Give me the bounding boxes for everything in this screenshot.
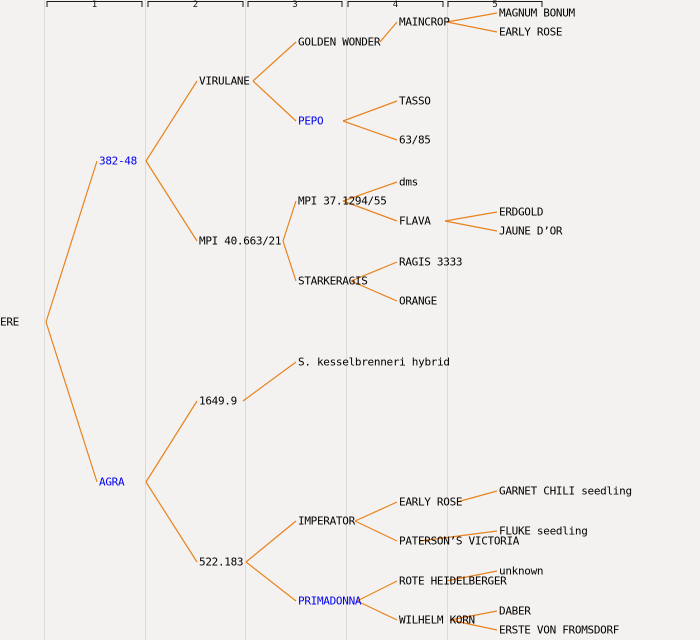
generation-number-5: 5 <box>492 0 498 10</box>
node-imperator: IMPERATOR <box>298 514 355 528</box>
pedigree-line-1649-9-s-kessel <box>242 361 297 402</box>
node-1649-9: 1649.9 <box>199 394 237 408</box>
node-unknown: unknown <box>499 564 544 578</box>
node-garnet-chili: GARNET CHILI seedling <box>499 484 632 498</box>
node-mpi-37: MPI 37.1294/55 <box>298 194 387 208</box>
pedigree-line-primadonna-rote-heidelberger <box>356 580 398 602</box>
node-flava: FLAVA <box>399 214 431 228</box>
pedigree-line-starkeragis-orange <box>350 280 398 302</box>
pedigree-line-imperator-paterson <box>354 520 398 542</box>
pedigree-line-mpi-40-mpi-37 <box>282 200 297 242</box>
node-ragis-3333: RAGIS 3333 <box>399 255 463 269</box>
pedigree-line-virulane-golden-wonder <box>252 41 297 82</box>
node-dms: dms <box>399 175 418 189</box>
node-s-kessel: S. kesselbrenneri hybrid <box>298 355 450 369</box>
node-fluke-seedling: FLUKE seedling <box>499 524 588 538</box>
pedigree-line-paterson-fluke-seedling <box>419 530 498 542</box>
node-paterson: PATERSON’S VICTORIA <box>399 534 520 548</box>
node-early-rose-t: EARLY ROSE <box>499 25 563 39</box>
pedigree-line-maincrop-early-rose-t <box>446 21 498 33</box>
pedigree-line-primadonna-wilhelm-korn <box>356 600 398 621</box>
generation-number-4: 4 <box>392 0 399 10</box>
pedigree-line-522-183-primadonna <box>245 561 297 602</box>
node-primadonna[interactable]: PRIMADONNA <box>298 594 362 608</box>
node-522-183: 522.183 <box>199 555 244 569</box>
generation-bracket <box>46 1 143 7</box>
pedigree-line-wilhelm-korn-erste-fromsdorf <box>449 619 498 631</box>
pedigree-line-golden-wonder-maincrop <box>379 21 398 43</box>
node-golden-wonder: GOLDEN WONDER <box>298 35 381 49</box>
node-early-rose-b: EARLY ROSE <box>399 495 463 509</box>
generation-bracket <box>347 1 444 7</box>
pedigree-line-pepo-63-85 <box>342 120 398 141</box>
generation-bracket <box>147 1 244 7</box>
pedigree-line-starkeragis-ragis-3333 <box>350 261 398 282</box>
node-daber: DABER <box>499 604 531 618</box>
pedigree-line-382-48-mpi-40 <box>145 160 198 242</box>
pedigree-line-root-agra <box>45 321 98 483</box>
node-jaune-dor: JAUNE D’OR <box>499 224 563 238</box>
pedigree-line-wilhelm-korn-daber <box>449 610 498 621</box>
pedigree-line-agra-1649-9 <box>145 400 198 483</box>
pedigree-line-agra-522-183 <box>145 481 198 563</box>
pedigree-line-early-rose-b-garnet-chili <box>456 490 498 503</box>
pedigree-line-382-48-virulane <box>145 80 198 162</box>
pedigree-line-virulane-pepo <box>252 80 297 122</box>
node-pepo[interactable]: PEPO <box>298 114 324 128</box>
node-agra[interactable]: AGRA <box>99 475 125 489</box>
node-orange: ORANGE <box>399 294 437 308</box>
pedigree-line-flava-erdgold <box>444 211 498 222</box>
generation-number-1: 1 <box>91 0 98 10</box>
pedigree-line-mpi-40-starkeragis <box>282 240 297 282</box>
pedigree-line-mpi-37-dms <box>342 181 398 202</box>
node-mpi-40: MPI 40.663/21 <box>199 234 282 248</box>
generation-bracket <box>447 1 543 7</box>
pedigree-line-pepo-tasso <box>342 100 398 122</box>
generation-number-3: 3 <box>292 0 298 10</box>
node-maincrop: MAINCROP <box>399 15 450 29</box>
pedigree-line-flava-jaune-dor <box>444 220 498 232</box>
pedigree-line-root-382-48 <box>45 160 98 323</box>
pedigree-line-imperator-early-rose-b <box>354 501 398 522</box>
node-virulane: VIRULANE <box>199 74 250 88</box>
node-root: ERE <box>0 315 19 329</box>
node-wilhelm-korn: WILHELM KORN <box>399 613 475 627</box>
node-starkeragis: STARKERAGIS <box>298 274 368 288</box>
pedigree-line-rote-heidelberger-unknown <box>445 570 498 582</box>
node-rote-heidelberger: ROTE HEIDELBERGER <box>399 574 507 588</box>
node-63-85: 63/85 <box>399 133 431 147</box>
generation-number-2: 2 <box>192 0 199 10</box>
node-erste-fromsdorf: ERSTE VON FROMSDORF <box>499 623 620 637</box>
node-magnum-bonum: MAGNUM BONUM <box>499 6 575 20</box>
node-tasso: TASSO <box>399 94 431 108</box>
pedigree-line-mpi-37-flava <box>342 200 398 222</box>
pedigree-line-522-183-imperator <box>245 520 297 563</box>
pedigree-line-maincrop-magnum-bonum <box>446 12 498 23</box>
generation-bracket <box>247 1 343 7</box>
node-erdgold: ERDGOLD <box>499 205 544 219</box>
node-382-48[interactable]: 382-48 <box>99 154 137 168</box>
